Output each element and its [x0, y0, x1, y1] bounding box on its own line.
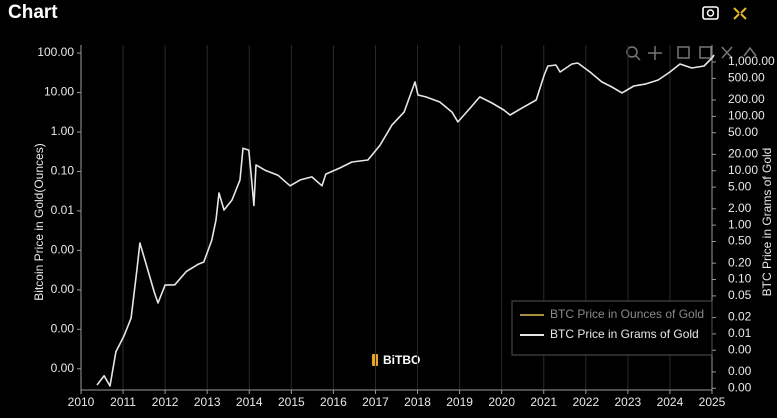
x-tick-label: 2017: [362, 395, 389, 409]
y2-tick-label: 500.00: [728, 71, 765, 85]
screenshot-button[interactable]: [702, 6, 719, 20]
y2-tick-label: 5.00: [728, 179, 752, 193]
y2-axis-title: BTC Price in Grams of Gold: [760, 148, 774, 297]
autoscale-button[interactable]: [721, 46, 733, 59]
data-line: [96, 54, 715, 387]
y-tick-label: 0.00: [51, 361, 75, 375]
y2-tick-label: 0.10: [728, 272, 752, 286]
autoscale-icon: [721, 46, 733, 59]
x-tick-label: 2014: [236, 395, 263, 409]
x-tick-label: 2010: [68, 395, 95, 409]
x-tick-label: 2021: [530, 395, 557, 409]
y2-tick-label: 10.00: [728, 163, 758, 177]
zoom-button[interactable]: [626, 46, 641, 61]
y2-tick-label: 20.00: [728, 147, 758, 161]
y2-tick-label: 0.02: [728, 310, 752, 324]
zoom-handle: [635, 55, 641, 61]
y2-tick-label: 1,000.00: [728, 54, 775, 68]
x-tick-label: 2022: [572, 395, 599, 409]
reset-icon: [743, 46, 757, 57]
zoom-out-icon: [699, 46, 712, 59]
y-tick-label: 1.00: [51, 124, 75, 138]
y2-tick-label: 200.00: [728, 92, 765, 106]
y2-tick-label: 0.50: [728, 234, 752, 248]
y2-tick-label: 50.00: [728, 125, 758, 139]
reset-button[interactable]: [743, 46, 757, 57]
y2-tick-label: 0.00: [728, 364, 752, 378]
zoom-icon: [626, 46, 638, 58]
y-tick-label: 10.00: [44, 85, 74, 99]
x-tick-label: 2023: [615, 395, 642, 409]
y2-tick-label: 0.01: [728, 326, 752, 340]
watermark-text: BiTBO: [383, 353, 420, 367]
expand-icon: [733, 7, 747, 20]
zoom-in-button[interactable]: [677, 46, 690, 59]
y-tick-label: 0.01: [51, 203, 75, 217]
pan-button[interactable]: [648, 46, 662, 60]
y-axis-title: Bitcoin Price in Gold(Ounces): [32, 143, 46, 300]
watermark: BiTBO: [372, 353, 420, 367]
toolbar: [626, 46, 757, 61]
x-tick-label: 2024: [657, 395, 684, 409]
y2-tick-label: 100.00: [728, 109, 765, 123]
legend-box: [511, 300, 713, 356]
legend-label: BTC Price in Ounces of Gold: [550, 307, 704, 321]
y2-tick-label: 0.00: [728, 342, 752, 356]
zoom-out-button[interactable]: [699, 46, 712, 59]
y2-tick-label: 0.05: [728, 288, 752, 302]
chart-title: Chart: [8, 2, 58, 23]
x-tick-label: 2012: [152, 395, 179, 409]
zoom-in-icon: [677, 46, 690, 59]
x-tick-label: 2019: [446, 395, 473, 409]
camera-body: [702, 6, 719, 20]
y-tick-label: 0.00: [51, 282, 75, 296]
legend-label: BTC Price in Grams of Gold: [550, 327, 699, 341]
x-tick-label: 2025: [699, 395, 726, 409]
x-tick-label: 2015: [278, 395, 305, 409]
y-tick-label: 0.00: [51, 243, 75, 257]
y2-tick-label: 0.00: [728, 380, 752, 394]
fullscreen-button[interactable]: [733, 7, 747, 20]
camera-lens: [706, 9, 715, 17]
x-tick-label: 2013: [194, 395, 221, 409]
y-tick-label: 100.00: [37, 45, 74, 59]
legend: BTC Price in Ounces of Gold BTC Price in …: [511, 300, 713, 356]
y2-tick-label: 2.00: [728, 201, 752, 215]
y2-tick-label: 0.20: [728, 255, 752, 269]
x-tick-label: 2011: [110, 395, 136, 409]
y-tick-label: 0.00: [51, 321, 75, 335]
x-tick-label: 2018: [404, 395, 431, 409]
x-tick-label: 2020: [488, 395, 515, 409]
y-tick-label: 0.10: [51, 164, 75, 178]
x-tick-label: 2016: [320, 395, 347, 409]
y2-tick-label: 1.00: [728, 217, 752, 231]
pan-icon: [648, 46, 662, 60]
